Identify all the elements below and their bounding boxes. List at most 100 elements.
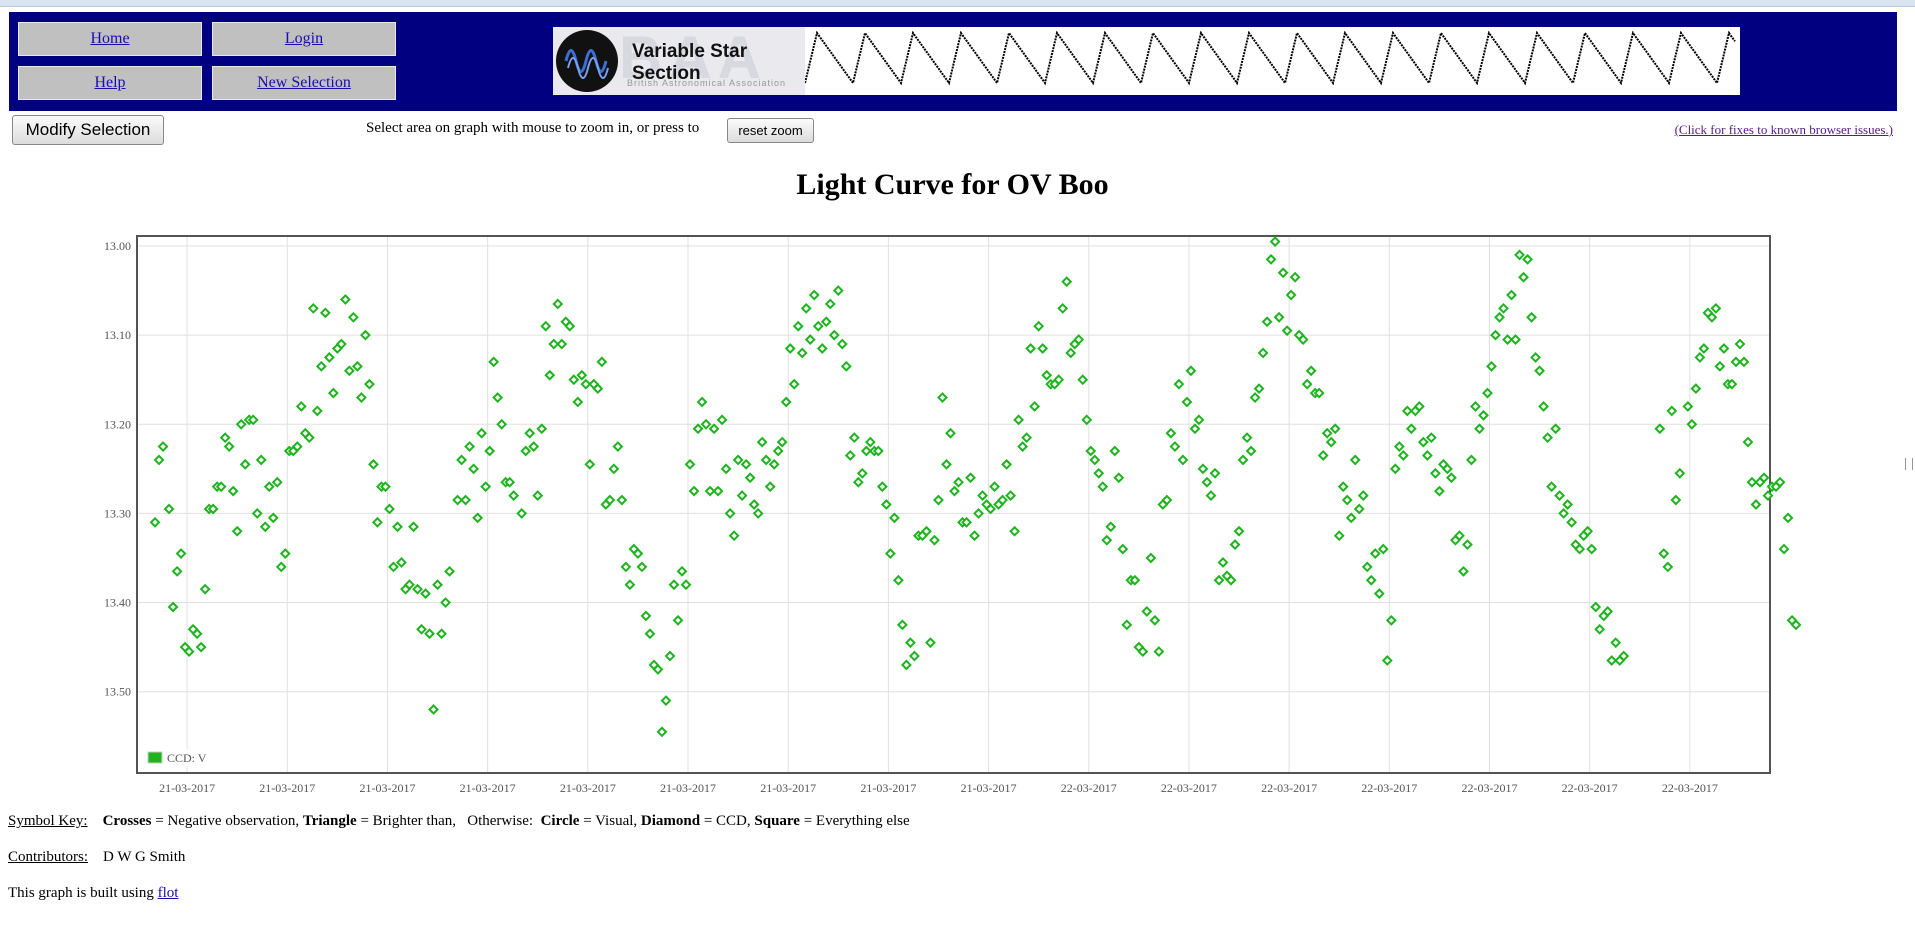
scrollbar-grip[interactable]	[1905, 458, 1913, 470]
data-point	[1401, 405, 1413, 417]
data-point	[921, 525, 932, 537]
data-point	[335, 338, 347, 350]
banner-subtitle: British Astronomical Association	[627, 78, 787, 88]
data-point	[440, 597, 451, 608]
data-point	[989, 481, 1000, 493]
reset-zoom-button[interactable]: reset zoom	[727, 118, 814, 143]
login-button[interactable]: Login	[212, 22, 396, 56]
new-selection-button[interactable]: New Selection	[212, 66, 396, 100]
data-point	[1498, 302, 1509, 314]
data-point	[408, 521, 419, 533]
data-point	[1137, 646, 1149, 657]
banner-lightcurve-graphic	[805, 30, 1736, 86]
data-point	[564, 320, 576, 332]
data-point	[1305, 365, 1317, 377]
data-point	[1285, 289, 1297, 301]
key-square-desc: = Everything else	[799, 813, 910, 829]
data-point	[1774, 476, 1786, 488]
data-point	[1205, 490, 1217, 502]
data-point	[1197, 463, 1209, 475]
data-point	[219, 432, 231, 444]
help-button[interactable]: Help	[18, 66, 202, 100]
built-with-text: This graph is built using	[8, 885, 158, 901]
data-point	[820, 316, 832, 328]
data-point	[1229, 539, 1241, 551]
data-point	[752, 507, 764, 519]
data-point	[860, 445, 872, 457]
data-point	[1189, 423, 1201, 435]
data-point	[1177, 454, 1189, 466]
data-point	[1750, 499, 1762, 510]
banner-wave-line	[805, 30, 1736, 86]
data-point	[852, 476, 864, 488]
x-tick-label: 22-03-2017	[1061, 781, 1117, 795]
data-point	[1674, 467, 1686, 479]
modify-selection-button[interactable]: Modify Selection	[12, 115, 164, 145]
data-point	[872, 445, 884, 457]
data-point	[183, 646, 195, 657]
data-point	[1602, 606, 1614, 617]
data-point	[343, 365, 355, 377]
data-point	[396, 557, 407, 568]
data-point	[884, 548, 896, 559]
data-point	[480, 481, 492, 493]
data-point	[528, 441, 540, 452]
data-point	[1790, 619, 1802, 631]
light-curve-chart[interactable]: 21-03-2017 21-03-2017 21-03-2017 21-03-2017…	[0, 0, 1915, 800]
data-point	[800, 302, 812, 314]
data-point	[961, 516, 972, 528]
data-point	[1506, 289, 1517, 301]
data-point	[568, 374, 580, 386]
data-point	[1105, 521, 1117, 533]
data-point	[1077, 374, 1089, 386]
data-point	[1690, 383, 1702, 395]
data-point	[384, 503, 395, 515]
data-point	[460, 494, 472, 506]
data-point	[1165, 427, 1177, 439]
data-point	[636, 561, 648, 573]
data-point	[1590, 601, 1602, 613]
data-point	[1089, 454, 1101, 466]
data-point	[740, 458, 752, 470]
data-point	[624, 579, 636, 591]
data-point	[1265, 253, 1277, 265]
data-point	[1301, 378, 1313, 390]
flot-link[interactable]: flot	[157, 885, 179, 901]
key-crosses-desc: = Negative observation,	[151, 813, 303, 829]
data-point	[1445, 472, 1457, 484]
zoom-instruction: Select area on graph with mouse to zoom …	[366, 120, 700, 136]
x-tick-label: 21-03-2017	[259, 781, 315, 795]
data-point	[552, 298, 564, 310]
data-point	[1682, 401, 1694, 412]
data-point	[572, 396, 584, 408]
browser-fixes-link[interactable]: (Click for fixes to known browser issues…	[1674, 122, 1893, 137]
data-point	[1490, 329, 1501, 341]
data-point	[199, 583, 211, 595]
data-point	[271, 476, 283, 488]
data-point	[251, 507, 263, 519]
x-tick-label: 22-03-2017	[1261, 781, 1317, 795]
data-point	[684, 458, 696, 470]
data-point	[941, 458, 952, 470]
data-point	[1421, 450, 1433, 461]
data-point	[668, 579, 680, 591]
data-point	[1710, 302, 1722, 314]
data-point	[616, 494, 628, 506]
home-button[interactable]: Home	[18, 22, 202, 56]
data-point	[1113, 472, 1125, 484]
data-point	[1482, 387, 1493, 399]
chart-title: Light Curve for OV Boo	[796, 168, 1109, 201]
data-point	[672, 614, 684, 626]
data-point	[1530, 352, 1541, 363]
data-point	[1550, 423, 1562, 435]
data-point	[1021, 432, 1033, 444]
data-point	[259, 521, 271, 533]
data-point	[496, 418, 508, 430]
data-point	[1369, 548, 1381, 559]
data-point	[1698, 343, 1710, 354]
data-point	[925, 637, 936, 649]
data-point	[420, 588, 431, 600]
data-point	[444, 565, 455, 577]
data-point	[540, 320, 552, 332]
data-point	[492, 392, 504, 403]
